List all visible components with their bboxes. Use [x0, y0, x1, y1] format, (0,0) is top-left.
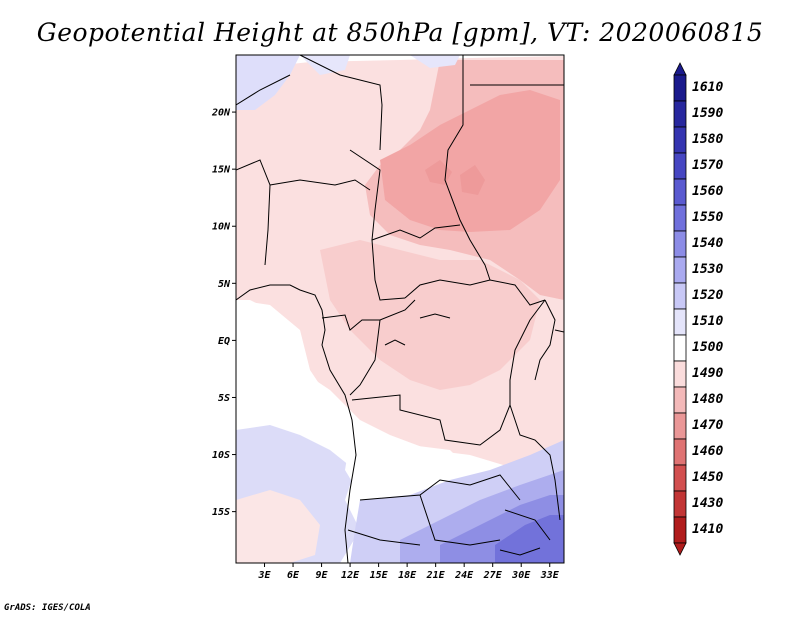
colorbar-label: 1480 — [692, 392, 723, 407]
colorbar-swatch — [673, 412, 687, 440]
colorbar-swatch — [673, 386, 687, 414]
colorbar-swatch — [673, 438, 687, 466]
lat-tick-label: EQ — [218, 336, 230, 347]
band-1500-1510 — [236, 300, 340, 430]
lon-tick-label: 15E — [370, 570, 389, 581]
colorbar-label: 1610 — [692, 80, 723, 95]
lon-tick-label: 18E — [398, 570, 417, 581]
colorbar-top-arrow — [673, 62, 687, 76]
colorbar-label: 1430 — [692, 496, 723, 511]
lon-tick-label: 21E — [426, 570, 446, 581]
colorbar-label: 1530 — [692, 262, 723, 277]
lat-tick-label: 10S — [212, 450, 230, 461]
height-field — [236, 55, 564, 563]
colorbar-swatch — [673, 464, 687, 492]
colorbar-swatch — [673, 308, 687, 336]
colorbar-swatch — [673, 230, 687, 258]
band-1510-1520-nw — [236, 55, 300, 110]
colorbar-label: 1550 — [692, 210, 723, 225]
band-1500-sw — [236, 490, 320, 563]
colorbar-swatch — [673, 282, 687, 310]
colorbar-swatch — [673, 178, 687, 206]
lon-tick-label: 6E — [287, 570, 300, 581]
colorbar-swatch — [673, 490, 687, 518]
colorbar-label: 1500 — [692, 340, 723, 355]
colorbar-label: 1470 — [692, 418, 723, 433]
colorbar-label: 1540 — [692, 236, 723, 251]
colorbar-label: 1460 — [692, 444, 723, 459]
colorbar-swatch — [673, 100, 687, 128]
chart-title: Geopotential Height at 850hPa [gpm], VT:… — [36, 18, 764, 47]
lat-tick-label: 5S — [218, 393, 230, 404]
lon-tick-label: 9E — [316, 570, 329, 581]
lon-tick-label: 3E — [257, 570, 271, 581]
borders — [236, 55, 564, 563]
colorbar-label: 1560 — [692, 184, 723, 199]
colorbar-swatch — [673, 334, 687, 362]
lon-tick-label: 27E — [483, 570, 503, 581]
colorbar-label: 1450 — [692, 470, 723, 485]
colorbar-label: 1520 — [692, 288, 723, 303]
band-1550-1560 — [495, 515, 564, 563]
band-1480-core — [380, 90, 560, 232]
colorbar-label: 1510 — [692, 314, 723, 329]
latitude-axis: 20N 15N 10N 5N EQ 5S 10S 15S — [211, 108, 236, 518]
colorbar-swatch — [673, 360, 687, 388]
colorbar-swatch — [673, 516, 687, 544]
lon-tick-label: 12E — [341, 570, 360, 581]
grads-credit: GrADS: IGES/COLA — [4, 603, 91, 613]
colorbar-label: 1410 — [692, 522, 723, 537]
colorbar-label: 1490 — [692, 366, 723, 381]
colorbar-swatch — [673, 152, 687, 180]
lat-tick-label: 15N — [212, 165, 231, 176]
colorbar-label: 1580 — [692, 132, 723, 147]
lat-tick-label: 10N — [212, 222, 231, 233]
colorbar: 1610 1590 1580 1570 1560 1550 1540 1530 1520 1510… — [673, 62, 723, 556]
lon-tick-label: 30E — [511, 570, 531, 581]
colorbar-swatch — [673, 74, 687, 102]
colorbar-bottom-arrow — [673, 542, 687, 556]
colorbar-label: 1590 — [692, 106, 723, 121]
colorbar-swatch — [673, 204, 687, 232]
lon-tick-label: 33E — [540, 570, 560, 581]
lon-tick-label: 24E — [454, 570, 474, 581]
colorbar-swatch — [673, 256, 687, 284]
longitude-axis: 3E 6E 9E 12E 15E 18E 21E 24E 27E 30E 33E — [257, 563, 560, 581]
lat-tick-label: 15S — [212, 507, 230, 518]
colorbar-swatch — [673, 126, 687, 154]
lat-tick-label: 20N — [211, 108, 231, 119]
lat-tick-label: 5N — [218, 279, 231, 290]
plot-frame — [235, 54, 565, 564]
colorbar-label: 1570 — [692, 158, 723, 173]
